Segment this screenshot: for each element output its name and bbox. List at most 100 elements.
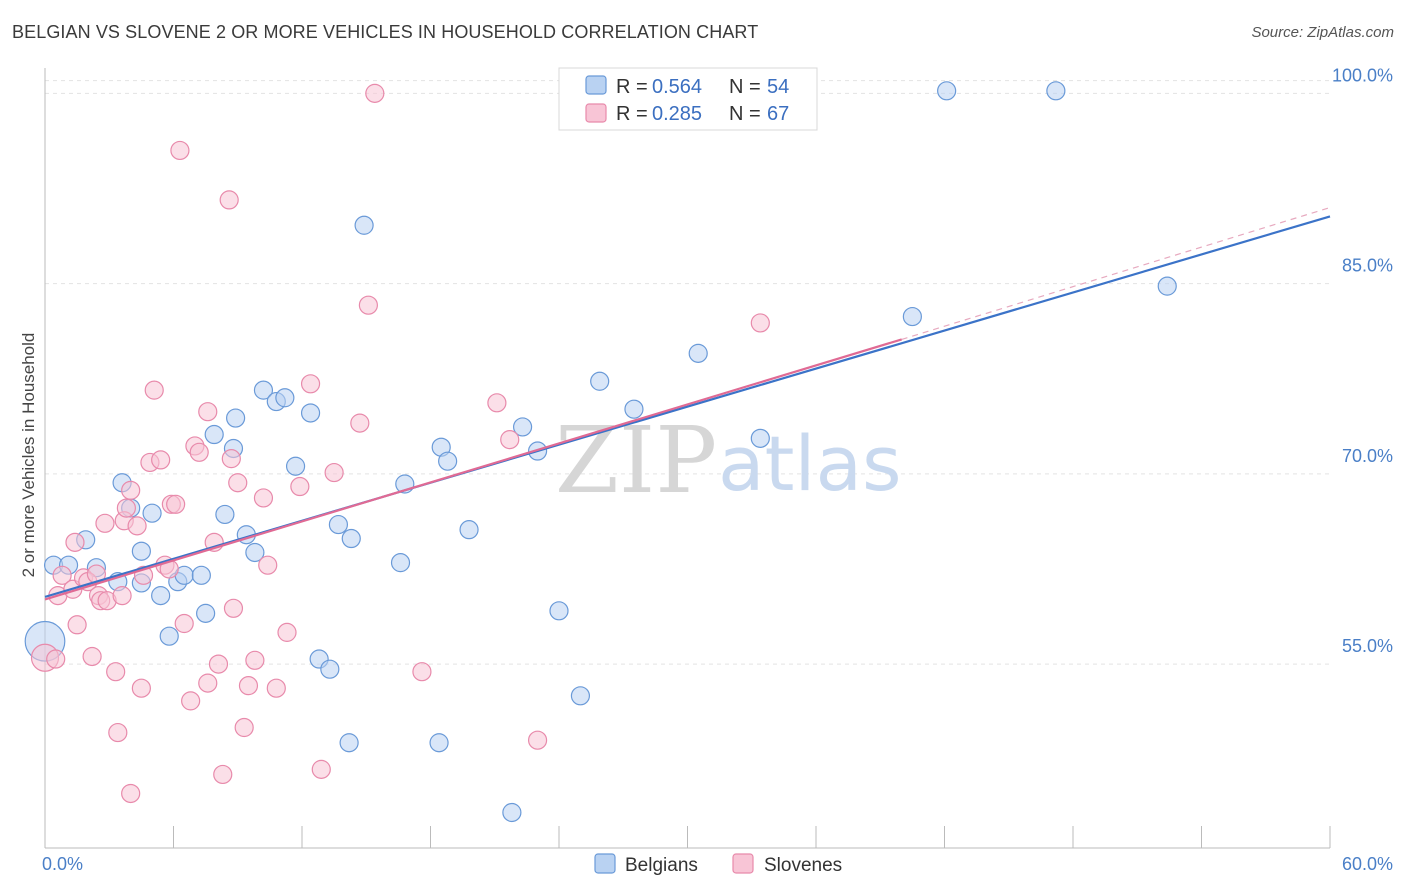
bottom-legend-slovenes: Slovenes — [764, 855, 842, 876]
slovene-point — [166, 494, 186, 514]
slovene-point — [487, 393, 507, 413]
slovene-point — [46, 649, 66, 669]
slovene-point — [258, 555, 278, 575]
slovenes-trend-line — [44, 338, 902, 601]
belgian-point — [328, 514, 349, 535]
slovene-point — [151, 450, 171, 470]
slovene-point — [82, 646, 102, 667]
slovene-point — [181, 691, 201, 711]
slovene-point — [221, 449, 241, 469]
chart-title: BELGIAN VS SLOVENE 2 OR MORE VEHICLES IN… — [12, 22, 759, 42]
belgian-point — [226, 408, 246, 428]
x-tick-label: 60.0% — [1342, 854, 1393, 874]
axes — [44, 68, 1331, 849]
slovene-point — [750, 313, 770, 333]
slovene-point — [67, 615, 87, 635]
belgian-point — [204, 424, 224, 445]
slovene-point — [127, 516, 147, 536]
y-tick-label: 55.0% — [1342, 636, 1393, 656]
slovene-point — [277, 622, 297, 642]
belgian-point — [750, 428, 770, 448]
legend-n-value-belgians: 54 — [767, 76, 789, 98]
belgian-point — [159, 626, 179, 646]
belgian-point — [390, 553, 411, 573]
belgian-point — [151, 586, 171, 606]
slovenes-trend-extension — [901, 206, 1331, 340]
x-tick-labels: 0.0% 60.0% — [42, 854, 1393, 874]
slovene-point — [198, 402, 218, 422]
bottom-legend-swatch-belgians — [594, 853, 616, 874]
slovene-point — [300, 374, 321, 394]
slovene-point — [290, 476, 310, 497]
bottom-legend-swatch-slovenes — [732, 853, 754, 874]
belgian-point — [196, 603, 216, 623]
slovene-point — [95, 513, 115, 533]
belgian-point — [131, 541, 151, 561]
slovene-point — [112, 586, 132, 606]
belgian-point — [570, 686, 591, 706]
slovene-point — [189, 442, 209, 462]
grid-lines — [45, 80, 1330, 665]
slovene-point — [144, 380, 164, 400]
belgian-point — [512, 417, 533, 437]
slovene-point — [266, 678, 286, 698]
trend-lines — [44, 206, 1331, 601]
slovene-point — [108, 722, 128, 743]
slovene-point — [358, 295, 378, 315]
y-tick-labels: 55.0% 70.0% 85.0% 100.0% — [1332, 65, 1393, 656]
belgian-point — [438, 451, 458, 471]
belgian-point — [215, 504, 235, 525]
watermark-atlas: atlas — [718, 419, 902, 508]
x-tick-label: 0.0% — [42, 854, 83, 874]
legend-n-label-slovenes: N = — [729, 103, 761, 125]
legend-swatch-belgians — [585, 75, 607, 95]
slovene-point — [131, 678, 151, 698]
bottom-legend: Belgians Slovenes — [594, 853, 842, 876]
slovene-point — [245, 650, 265, 670]
slovene-point — [106, 662, 126, 682]
belgian-point — [502, 802, 522, 823]
slovene-point — [198, 673, 218, 693]
slovene-point — [365, 83, 385, 103]
belgian-point — [624, 399, 644, 419]
belgian-point — [1046, 81, 1066, 101]
slovene-point — [170, 140, 190, 161]
belgian-point — [590, 371, 610, 391]
legend-n-label-belgians: N = — [729, 76, 761, 98]
slovene-point — [412, 662, 432, 682]
belgian-point — [902, 306, 922, 327]
slovene-point — [219, 190, 239, 210]
watermark-zip: ZIP — [555, 407, 717, 514]
belgian-point — [1157, 276, 1177, 296]
y-tick-label: 85.0% — [1342, 256, 1393, 276]
data-points — [24, 81, 1177, 823]
watermark: ZIP atlas — [555, 407, 902, 514]
belgian-point — [142, 503, 162, 523]
slovene-point — [213, 764, 233, 785]
legend-swatch-slovenes — [585, 103, 607, 123]
legend-r-label-slovenes: R = — [616, 103, 648, 125]
belgian-point — [320, 659, 340, 679]
slovene-point — [228, 473, 248, 493]
slovene-point — [350, 413, 370, 433]
belgian-point — [937, 81, 957, 101]
y-tick-label: 70.0% — [1342, 446, 1393, 466]
slovene-point — [223, 598, 244, 618]
slovene-point — [311, 759, 331, 779]
belgian-point — [341, 528, 361, 549]
belgian-point — [253, 380, 274, 400]
y-tick-label: 100.0% — [1332, 65, 1393, 85]
belgian-point — [429, 733, 449, 753]
belgian-point — [549, 601, 569, 621]
belgian-point — [459, 520, 479, 540]
slovene-point — [500, 430, 520, 450]
belgian-point — [275, 388, 295, 408]
y-axis-title: 2 or more Vehicles in Household — [19, 333, 38, 578]
legend-r-label-belgians: R = — [616, 76, 648, 98]
slovene-point — [253, 488, 274, 508]
slovene-point — [234, 717, 254, 738]
belgian-point — [285, 456, 306, 476]
slovene-point — [208, 654, 229, 674]
bottom-legend-belgians: Belgians — [625, 855, 698, 876]
